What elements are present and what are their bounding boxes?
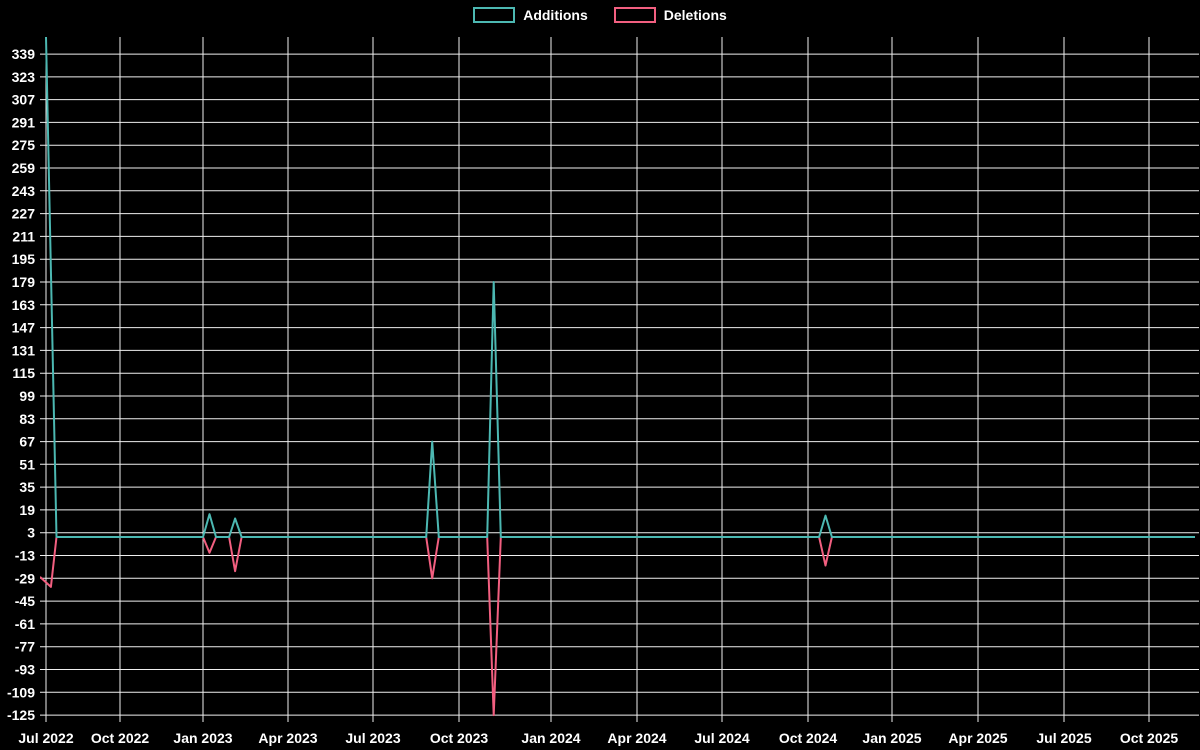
y-tick-label: -109 xyxy=(7,684,35,700)
x-tick-label: Apr 2023 xyxy=(258,730,317,746)
y-tick-label: 83 xyxy=(19,411,35,427)
y-tick-label: 115 xyxy=(12,365,35,381)
x-tick-label: Jul 2024 xyxy=(694,730,749,746)
y-tick-label: 19 xyxy=(19,502,35,518)
vertical-gridlines xyxy=(45,37,1150,722)
deletions-swatch-icon xyxy=(613,7,656,23)
x-tick-label: Jan 2023 xyxy=(173,730,232,746)
y-tick-label: 307 xyxy=(12,92,36,108)
x-tick-label: Jan 2024 xyxy=(521,730,580,746)
y-tick-label: 323 xyxy=(12,69,36,85)
y-tick-label: 195 xyxy=(12,251,36,267)
x-tick-label: Oct 2023 xyxy=(430,730,489,746)
y-tick-label: 51 xyxy=(19,456,35,472)
y-tick-label: 3 xyxy=(27,525,35,541)
y-tick-label: -29 xyxy=(15,570,35,586)
y-tick-label: -45 xyxy=(15,593,35,609)
y-tick-label: 291 xyxy=(12,114,36,130)
y-tick-label: 67 xyxy=(19,434,35,450)
x-tick-label: Jul 2025 xyxy=(1036,730,1091,746)
y-tick-label: 35 xyxy=(19,479,35,495)
y-tick-label: -93 xyxy=(15,662,35,678)
y-tick-label: 243 xyxy=(12,183,36,199)
y-tick-label: 339 xyxy=(12,46,36,62)
legend-item-deletions[interactable]: Deletions xyxy=(613,7,727,23)
legend-item-additions[interactable]: Additions xyxy=(473,7,588,23)
legend-label-deletions: Deletions xyxy=(663,7,727,23)
x-tick-label: Jul 2022 xyxy=(18,730,73,746)
legend-label-additions: Additions xyxy=(523,7,588,23)
y-tick-label: 179 xyxy=(12,274,36,290)
x-tick-label: Oct 2022 xyxy=(91,730,150,746)
x-tick-label: Jul 2023 xyxy=(345,730,400,746)
deletions-line xyxy=(40,536,1195,717)
y-tick-label: 147 xyxy=(12,320,36,336)
y-tick-label: 259 xyxy=(12,160,36,176)
y-tick-label: 275 xyxy=(12,137,36,153)
y-axis-labels: 339 323 307 291 275 259 243 227 211 195 179 163 147 1… xyxy=(7,46,35,723)
additions-swatch-icon xyxy=(473,7,516,23)
y-tick-label: 211 xyxy=(12,228,35,244)
x-tick-label: Apr 2024 xyxy=(607,730,666,746)
x-tick-label: Jan 2025 xyxy=(862,730,921,746)
x-tick-label: Oct 2024 xyxy=(779,730,838,746)
horizontal-gridlines xyxy=(40,53,1199,716)
y-tick-label: -13 xyxy=(15,548,35,564)
additions-line xyxy=(45,36,1195,538)
y-tick-label: 99 xyxy=(19,388,35,404)
y-tick-label: 163 xyxy=(12,297,36,313)
x-tick-label: Apr 2025 xyxy=(948,730,1007,746)
y-tick-label: 227 xyxy=(12,206,36,222)
x-tick-label: Oct 2025 xyxy=(1120,730,1179,746)
chart-legend: Additions Deletions xyxy=(0,7,1200,23)
x-axis-labels: Jul 2022 Oct 2022 Jan 2023 Apr 2023 Jul 2023… xyxy=(18,730,1178,746)
y-tick-label: -125 xyxy=(7,707,35,723)
y-tick-label: -77 xyxy=(15,639,35,655)
y-tick-label: 131 xyxy=(12,342,36,358)
y-tick-label: -61 xyxy=(15,616,35,632)
